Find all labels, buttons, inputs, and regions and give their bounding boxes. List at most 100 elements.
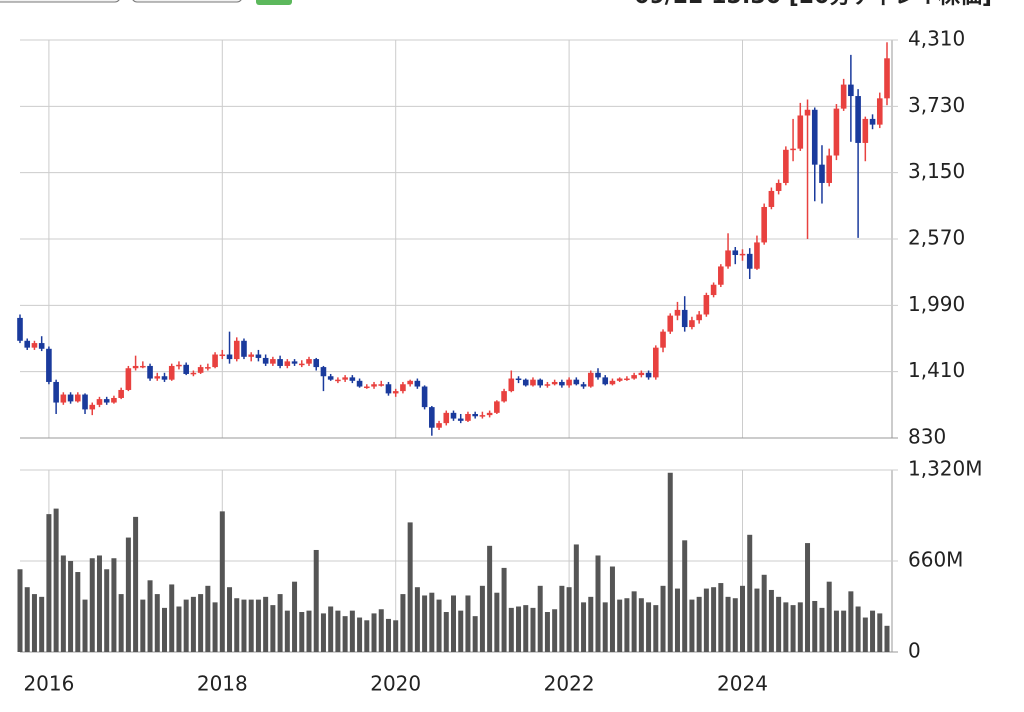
volume-bar xyxy=(393,620,399,652)
volume-bar xyxy=(255,599,261,652)
candle-body xyxy=(804,109,811,116)
volume-bar xyxy=(870,610,876,652)
y-tick-label: 3,150 xyxy=(908,159,965,183)
candle-body xyxy=(24,340,31,348)
candle-body xyxy=(819,164,825,183)
candle-body xyxy=(522,379,529,386)
volume-bar xyxy=(862,617,868,652)
x-tick-label: 2020 xyxy=(370,672,421,696)
volume-bar xyxy=(740,585,745,652)
candle-body xyxy=(233,340,240,360)
volume-bar xyxy=(299,612,305,652)
volume-bar xyxy=(96,555,102,652)
volume-bar xyxy=(667,472,673,652)
volume-bar xyxy=(436,599,442,652)
candle-body xyxy=(298,363,305,366)
candle-body xyxy=(559,381,565,386)
candle-body xyxy=(111,397,117,403)
volume-bar xyxy=(544,612,550,652)
candle-body xyxy=(118,389,124,398)
volume-bar xyxy=(884,625,890,652)
volume-bar xyxy=(841,610,847,652)
candle-body xyxy=(537,379,543,386)
candle-body xyxy=(255,354,262,358)
volume-bar xyxy=(530,607,536,652)
candle-body xyxy=(768,190,775,207)
volume-bar xyxy=(219,511,225,652)
volume-bar xyxy=(653,605,659,652)
volume-bar xyxy=(805,543,811,652)
volume-bar xyxy=(443,612,449,652)
volume-bar xyxy=(313,549,319,652)
volume-bar xyxy=(342,616,348,652)
candle-body xyxy=(653,347,659,378)
volume-bar xyxy=(552,609,558,652)
volume-bar xyxy=(111,558,117,652)
volume-bar xyxy=(349,610,355,652)
candle-body xyxy=(660,331,666,348)
candle-body xyxy=(291,361,298,364)
volume-bar xyxy=(833,610,839,652)
candle-body xyxy=(638,372,645,376)
button[interactable] xyxy=(132,0,242,3)
candle-body xyxy=(320,367,327,377)
candle-body xyxy=(450,412,457,419)
volume-bar xyxy=(371,613,377,652)
button[interactable] xyxy=(256,0,292,5)
volume-bar xyxy=(479,585,485,652)
candle-body xyxy=(855,96,861,143)
volume-bar xyxy=(516,606,522,652)
volume-bar xyxy=(422,595,428,652)
volume-bar xyxy=(566,587,572,652)
candle-body xyxy=(486,412,493,416)
volume-bar xyxy=(125,537,131,652)
candle-body xyxy=(335,379,341,382)
volume-bar xyxy=(205,585,211,652)
volume-bar xyxy=(783,602,789,652)
volume-bar xyxy=(537,585,543,652)
candle-body xyxy=(775,182,782,191)
candle-body xyxy=(472,413,478,417)
candle-body xyxy=(689,320,695,328)
volume-bar xyxy=(169,584,175,652)
candle-body xyxy=(515,378,522,381)
volume-bar xyxy=(689,599,695,652)
candle-body xyxy=(38,343,45,349)
volume-bar xyxy=(674,588,680,652)
button[interactable] xyxy=(0,0,120,3)
candle-body xyxy=(631,375,637,379)
candle-body xyxy=(739,253,746,256)
volume-bar xyxy=(241,599,247,652)
volume-bar xyxy=(357,617,363,652)
volume-bar xyxy=(248,599,254,652)
volume-bar xyxy=(154,594,160,652)
volume-bar xyxy=(284,610,290,652)
candle-body xyxy=(681,309,688,328)
candle-body xyxy=(862,118,869,143)
candle-body xyxy=(754,242,760,269)
y2-tick-label: 660M xyxy=(908,548,963,572)
candle-body xyxy=(82,394,88,410)
candle-body xyxy=(732,250,739,256)
candle-body xyxy=(392,391,399,394)
volume-bar xyxy=(768,589,774,652)
candle-body xyxy=(400,384,406,392)
y-tick-label: 4,310 xyxy=(908,27,965,51)
candle-body xyxy=(248,354,254,357)
candle-body xyxy=(494,401,500,413)
candle-body xyxy=(703,295,710,315)
volume-bar xyxy=(60,555,66,652)
volume-bar xyxy=(761,574,767,652)
candle-body xyxy=(429,407,435,428)
volume-bar xyxy=(39,596,45,652)
volume-bar xyxy=(494,592,500,652)
volume-bar xyxy=(660,585,666,652)
volume-bar xyxy=(31,594,37,652)
candle-body xyxy=(573,379,580,385)
timestamp: 09/22 15:30 [20分ディレイ株価] xyxy=(634,0,992,9)
candle-body xyxy=(103,399,110,403)
volume-bar xyxy=(501,567,507,652)
x-tick-label: 2024 xyxy=(717,672,768,696)
candle-body xyxy=(436,423,442,428)
candle-body xyxy=(262,357,269,364)
